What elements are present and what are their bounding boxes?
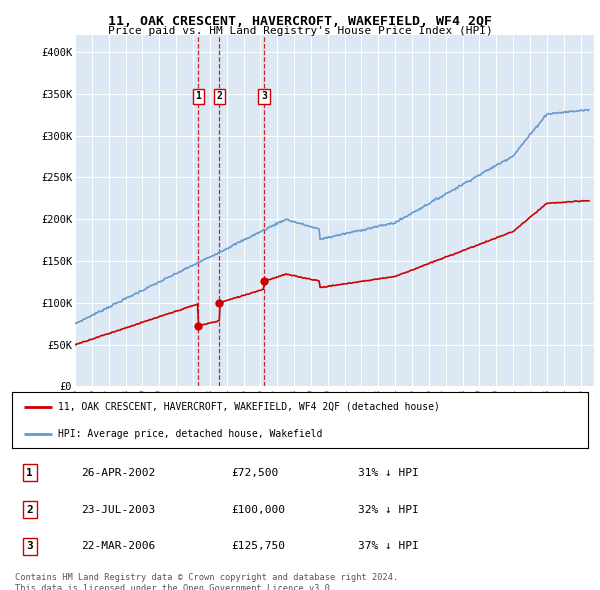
Text: 32% ↓ HPI: 32% ↓ HPI — [358, 504, 418, 514]
Text: 3: 3 — [261, 91, 267, 101]
Text: 37% ↓ HPI: 37% ↓ HPI — [358, 542, 418, 551]
Text: 1: 1 — [26, 468, 33, 478]
Text: 26-APR-2002: 26-APR-2002 — [81, 468, 155, 478]
Text: 3: 3 — [26, 542, 33, 551]
Text: 23-JUL-2003: 23-JUL-2003 — [81, 504, 155, 514]
Text: 11, OAK CRESCENT, HAVERCROFT, WAKEFIELD, WF4 2QF (detached house): 11, OAK CRESCENT, HAVERCROFT, WAKEFIELD,… — [58, 402, 440, 412]
Text: 11, OAK CRESCENT, HAVERCROFT, WAKEFIELD, WF4 2QF: 11, OAK CRESCENT, HAVERCROFT, WAKEFIELD,… — [108, 15, 492, 28]
Text: Contains HM Land Registry data © Crown copyright and database right 2024.
This d: Contains HM Land Registry data © Crown c… — [15, 573, 398, 590]
Text: £72,500: £72,500 — [231, 468, 278, 478]
Text: 2: 2 — [217, 91, 222, 101]
Text: 31% ↓ HPI: 31% ↓ HPI — [358, 468, 418, 478]
Text: Price paid vs. HM Land Registry's House Price Index (HPI): Price paid vs. HM Land Registry's House … — [107, 26, 493, 36]
Text: £125,750: £125,750 — [231, 542, 285, 551]
Text: HPI: Average price, detached house, Wakefield: HPI: Average price, detached house, Wake… — [58, 429, 322, 439]
Text: 1: 1 — [196, 91, 201, 101]
Text: 2: 2 — [26, 504, 33, 514]
Text: £100,000: £100,000 — [231, 504, 285, 514]
Text: 22-MAR-2006: 22-MAR-2006 — [81, 542, 155, 551]
